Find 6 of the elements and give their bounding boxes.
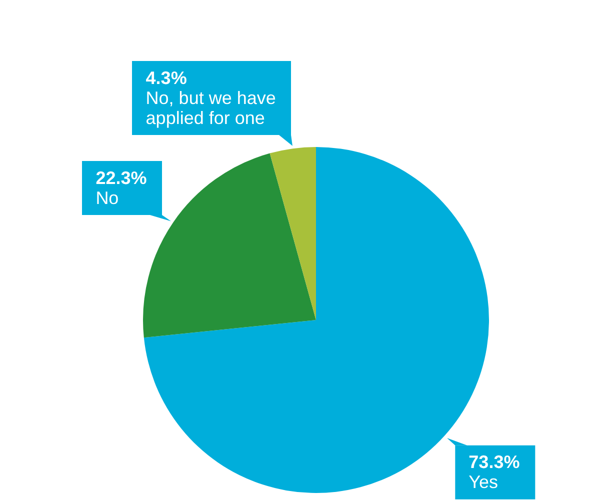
slice-label: Yes <box>468 472 500 492</box>
slice-label: No <box>96 188 120 208</box>
data-label: 22.3% <box>96 168 147 188</box>
data-label: 73.3% <box>468 452 520 472</box>
data-label: 4.3% <box>146 68 188 88</box>
slice-label: No, but we have applied for one <box>146 88 276 128</box>
